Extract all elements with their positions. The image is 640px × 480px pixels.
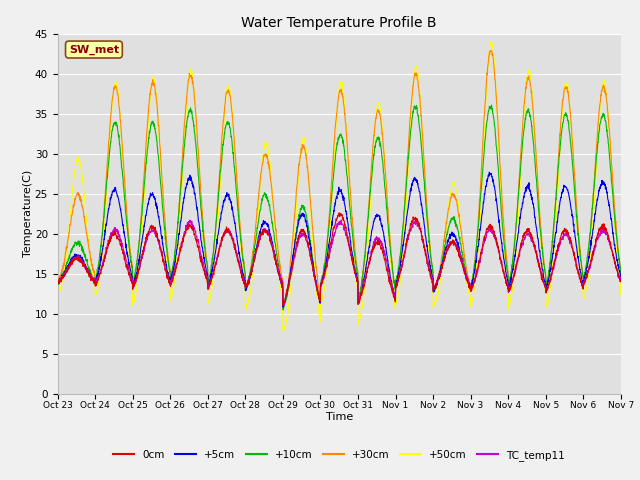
Title: Water Temperature Profile B: Water Temperature Profile B bbox=[241, 16, 437, 30]
X-axis label: Time: Time bbox=[326, 412, 353, 421]
Y-axis label: Temperature(C): Temperature(C) bbox=[23, 170, 33, 257]
Text: SW_met: SW_met bbox=[69, 44, 119, 55]
Legend: 0cm, +5cm, +10cm, +30cm, +50cm, TC_temp11: 0cm, +5cm, +10cm, +30cm, +50cm, TC_temp1… bbox=[109, 445, 570, 465]
